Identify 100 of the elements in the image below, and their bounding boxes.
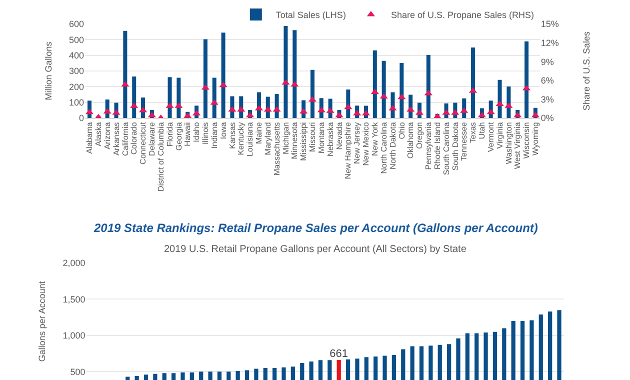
x-tick-label: Hawaii bbox=[183, 122, 192, 146]
x-tick-label: Minnesota bbox=[290, 122, 300, 160]
y-tick-label: 500 bbox=[70, 366, 86, 377]
y2-tick-label: 12% bbox=[540, 38, 559, 48]
point bbox=[282, 79, 290, 85]
y-tick-label: 1,000 bbox=[62, 330, 86, 341]
chart-title: 2019 State Rankings: Retail Propane Sales per Account (Gallons per Account) bbox=[93, 221, 538, 235]
bar bbox=[176, 78, 181, 118]
x-tick-label: Florida bbox=[165, 122, 174, 147]
y-tick-label: 200 bbox=[69, 82, 84, 92]
x-tick-label: Virginia bbox=[495, 122, 504, 149]
y-axis-title: Gallons per Account bbox=[37, 280, 48, 362]
x-tick-label: Delaware bbox=[148, 122, 157, 156]
bar bbox=[524, 41, 529, 118]
point bbox=[112, 109, 120, 115]
x-tick-label: Ohio bbox=[397, 122, 406, 140]
x-tick-label: New York bbox=[370, 121, 380, 156]
point bbox=[451, 109, 460, 115]
x-tick-label: Illinois bbox=[201, 122, 210, 144]
point bbox=[210, 99, 218, 105]
x-tick-label: Louisiana bbox=[246, 122, 255, 156]
x-tick-label: North Dakota bbox=[388, 122, 398, 170]
x-tick-label: District of Columbia bbox=[156, 122, 166, 192]
y-tick-label: 100 bbox=[69, 97, 84, 108]
x-tick-label: Wyoming bbox=[531, 122, 540, 156]
x-tick-label: Mississippi bbox=[299, 122, 308, 161]
point bbox=[201, 84, 210, 90]
x-tick-label: Alabama bbox=[85, 122, 94, 154]
x-tick-label: Kentucky bbox=[236, 122, 246, 156]
bar bbox=[372, 50, 377, 118]
y-axis-title: Million Gallons bbox=[43, 41, 54, 100]
x-tick-label: South Dakota bbox=[450, 122, 460, 171]
x-tick-label: New Hampshire bbox=[344, 122, 353, 180]
data-label: 661 bbox=[330, 348, 348, 360]
bar bbox=[168, 77, 172, 118]
x-tick-label: Tennessee bbox=[460, 122, 469, 161]
x-tick-label: Michigan bbox=[281, 122, 290, 154]
x-tick-label: Georgia bbox=[174, 122, 184, 151]
bar bbox=[400, 63, 404, 118]
bar bbox=[123, 30, 128, 118]
x-tick-label: Idaho bbox=[192, 122, 202, 142]
y2-axis-title: Share of U.S. Sales bbox=[582, 30, 592, 111]
x-tick-label: Arkansas bbox=[112, 122, 121, 156]
y-tick-label: 300 bbox=[69, 66, 84, 76]
point bbox=[370, 88, 379, 94]
x-tick-label: Pennsylvania bbox=[424, 122, 434, 170]
chart-subtitle: 2019 U.S. Retail Propane Gallons per Account (All Sectors) by State bbox=[164, 244, 467, 255]
point bbox=[317, 106, 326, 112]
x-tick-label: Massachusetts bbox=[272, 122, 282, 176]
bar bbox=[292, 30, 297, 118]
bar bbox=[382, 60, 386, 118]
point bbox=[237, 106, 246, 112]
point bbox=[344, 104, 352, 110]
x-tick-label: California bbox=[120, 122, 130, 156]
x-tick-label: Maryland bbox=[263, 122, 272, 156]
bar bbox=[310, 70, 314, 118]
legend-label: Total Sales (LHS) bbox=[276, 10, 346, 20]
x-tick-label: Montana bbox=[317, 122, 326, 154]
x-tick-label: Missouri bbox=[308, 122, 318, 152]
y2-tick-label: 0% bbox=[540, 113, 554, 124]
x-tick-label: West Virginia bbox=[513, 122, 522, 170]
y2-tick-label: 9% bbox=[540, 56, 554, 67]
x-tick-label: Oregon bbox=[415, 122, 424, 149]
bar bbox=[426, 55, 430, 118]
x-tick-label: Nevada bbox=[334, 122, 344, 150]
point bbox=[442, 109, 450, 115]
legend-label: Share of U.S. Propane Sales (RHS) bbox=[390, 10, 534, 20]
x-tick-label: South Carolina bbox=[442, 122, 451, 176]
y-tick-label: 500 bbox=[69, 34, 84, 45]
point bbox=[219, 82, 228, 88]
point bbox=[406, 106, 415, 112]
x-tick-label: Arizona bbox=[102, 122, 112, 150]
x-tick-label: Colorado bbox=[130, 122, 139, 155]
bar bbox=[221, 32, 226, 118]
bar bbox=[284, 26, 288, 118]
point bbox=[478, 112, 486, 118]
x-tick-label: Iowa bbox=[218, 122, 228, 140]
point bbox=[272, 106, 281, 112]
x-tick-label: Wisconsin bbox=[522, 122, 532, 159]
x-tick-label: Oklahoma bbox=[406, 122, 416, 159]
y-tick-label: 2,000 bbox=[62, 258, 86, 268]
point bbox=[486, 108, 495, 114]
x-tick-label: Washington bbox=[504, 122, 514, 164]
y-tick-label: 0 bbox=[79, 113, 84, 124]
x-tick-label: Texas bbox=[468, 122, 478, 144]
x-tick-label: Alaska bbox=[94, 122, 104, 146]
point bbox=[228, 106, 236, 112]
x-tick-label: Connecticut bbox=[138, 121, 148, 164]
point bbox=[264, 106, 272, 112]
y-tick-label: 600 bbox=[69, 19, 84, 30]
y2-tick-label: 15% bbox=[540, 19, 559, 30]
point bbox=[398, 94, 406, 100]
x-tick-label: New Jersey bbox=[352, 122, 362, 164]
x-tick-label: Vermont bbox=[486, 121, 496, 152]
point bbox=[121, 81, 130, 87]
point bbox=[290, 81, 299, 87]
x-tick-label: Kansas bbox=[228, 122, 237, 149]
x-tick-label: Utah bbox=[478, 122, 487, 140]
x-tick-label: Maine bbox=[254, 122, 264, 144]
point bbox=[531, 112, 540, 118]
